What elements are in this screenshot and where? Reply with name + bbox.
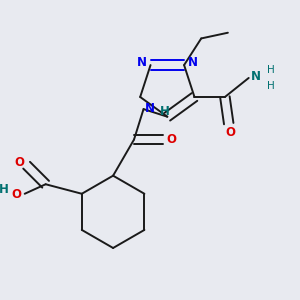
Text: O: O <box>166 133 176 146</box>
Text: O: O <box>11 188 21 201</box>
Text: H: H <box>160 105 170 119</box>
Text: N: N <box>251 70 261 83</box>
Text: N: N <box>137 56 147 69</box>
Text: N: N <box>188 56 198 69</box>
Text: O: O <box>226 126 236 139</box>
Text: H: H <box>267 65 274 75</box>
Text: H: H <box>267 81 274 91</box>
Text: O: O <box>14 156 24 169</box>
Text: N: N <box>145 102 155 115</box>
Text: H: H <box>0 184 9 196</box>
